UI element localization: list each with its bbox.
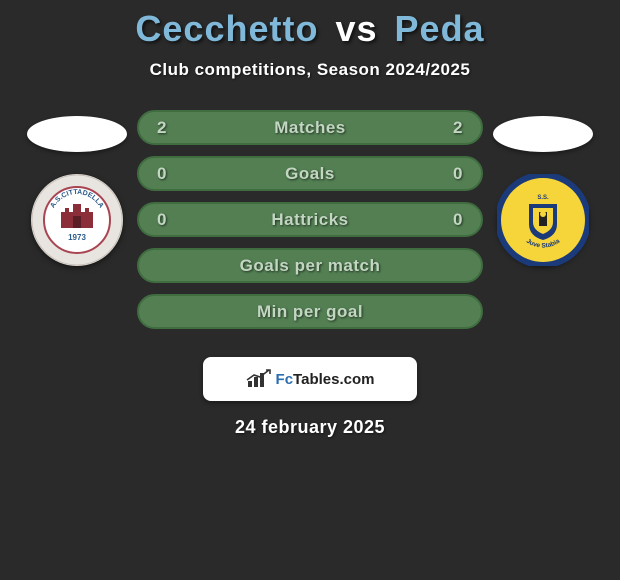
stat-label: Min per goal — [171, 302, 449, 322]
stat-right-value: 2 — [449, 118, 467, 138]
brand-text: FcTables.com — [276, 371, 375, 388]
stat-bar: 0Hattricks0 — [137, 202, 483, 237]
left-column: 1973 A.S.CITTADELLA — [17, 110, 137, 266]
subtitle: Club competitions, Season 2024/2025 — [150, 60, 471, 80]
right-column: S.S. Juve Stabia — [483, 110, 603, 266]
player2-avatar — [493, 116, 593, 152]
club-logo-left: 1973 A.S.CITTADELLA — [31, 174, 123, 266]
stat-label: Hattricks — [171, 210, 449, 230]
svg-text:1973: 1973 — [68, 233, 86, 242]
comparison-card: Cecchetto vs Peda Club competitions, Sea… — [0, 0, 620, 438]
player2-name: Peda — [395, 8, 485, 49]
stat-label: Matches — [171, 118, 449, 138]
stats-column: 2Matches20Goals00Hattricks0Goals per mat… — [137, 110, 483, 329]
vs-text: vs — [335, 8, 377, 49]
page-title: Cecchetto vs Peda — [135, 8, 484, 50]
svg-text:S.S.: S.S. — [537, 195, 549, 201]
stat-right-value: 0 — [449, 164, 467, 184]
brand-box[interactable]: FcTables.com — [203, 357, 417, 401]
player1-name: Cecchetto — [135, 8, 318, 49]
main-row: 1973 A.S.CITTADELLA 2Matches20Goals00Hat… — [0, 110, 620, 329]
date-label: 24 february 2025 — [235, 417, 385, 438]
stat-right-value: 0 — [449, 210, 467, 230]
stat-bar: Min per goal — [137, 294, 483, 329]
stat-label: Goals — [171, 164, 449, 184]
stat-label: Goals per match — [171, 256, 449, 276]
club-logo-right: S.S. Juve Stabia — [497, 174, 589, 266]
stat-bar: Goals per match — [137, 248, 483, 283]
stat-bar: 2Matches2 — [137, 110, 483, 145]
bar-chart-icon — [246, 369, 272, 389]
juve-stabia-crest-icon: S.S. Juve Stabia — [497, 174, 589, 266]
stat-bar: 0Goals0 — [137, 156, 483, 191]
player1-avatar — [27, 116, 127, 152]
stat-left-value: 0 — [153, 164, 171, 184]
stat-left-value: 0 — [153, 210, 171, 230]
cittadella-crest-icon: 1973 A.S.CITTADELLA — [31, 174, 123, 266]
stat-left-value: 2 — [153, 118, 171, 138]
